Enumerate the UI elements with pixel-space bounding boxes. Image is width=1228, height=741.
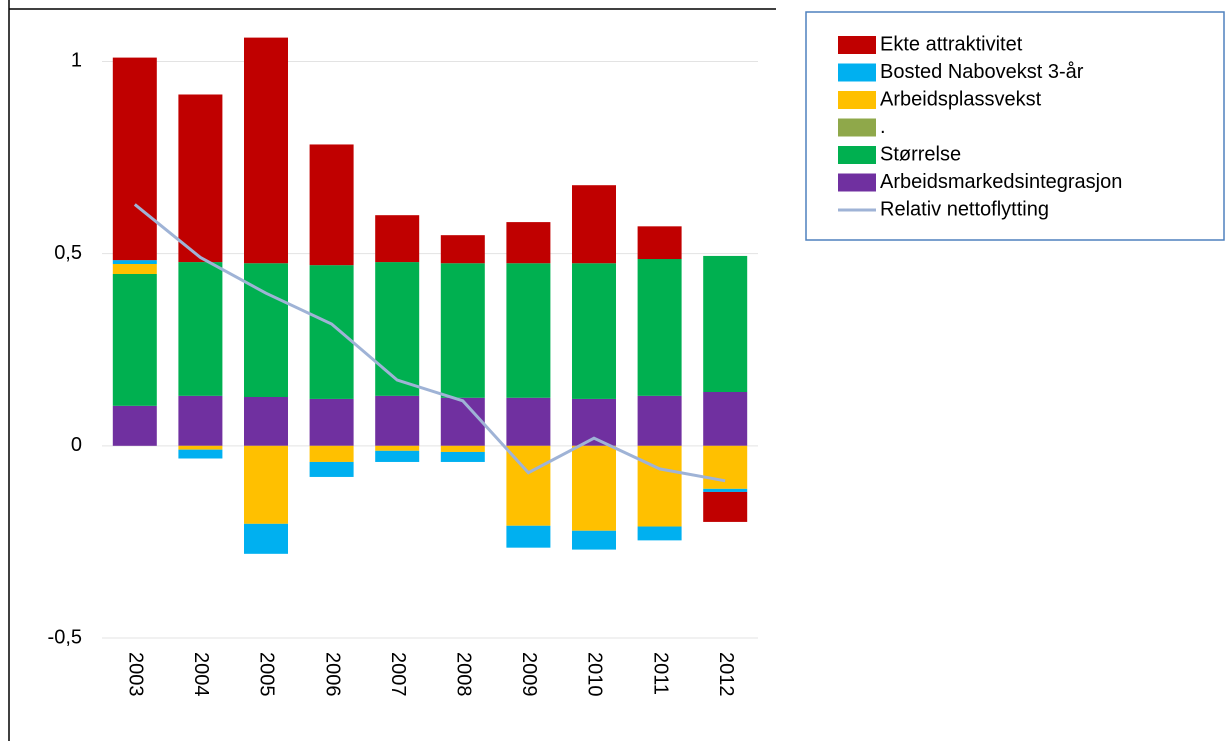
legend-swatch — [838, 36, 876, 54]
bar-segment — [703, 491, 748, 522]
x-tick-label: 2008 — [453, 652, 475, 697]
bar-segment — [309, 461, 354, 477]
bar-segment — [244, 523, 288, 554]
legend-label: Arbeidsplassvekst — [880, 88, 1042, 110]
bar-segment — [703, 255, 748, 392]
x-tick-label: 2011 — [649, 652, 671, 695]
x-tick-label: 2007 — [387, 652, 409, 697]
bar-segment — [309, 144, 354, 266]
bar-segment — [506, 222, 551, 264]
bar-segment — [440, 263, 485, 398]
bar-segment — [309, 265, 354, 399]
legend-label: Relativ nettoflytting — [880, 198, 1049, 220]
x-tick-label: 2010 — [584, 652, 606, 697]
bar-segment — [440, 445, 485, 452]
x-tick-label: 2005 — [256, 652, 278, 697]
bar-segment — [178, 262, 223, 396]
bar-segment — [572, 263, 616, 399]
bar-segment — [244, 396, 288, 446]
bar-segment — [375, 262, 420, 396]
x-tick-label: 2012 — [715, 652, 737, 697]
bar-segment — [440, 397, 485, 446]
y-tick-label: 0 — [71, 434, 82, 456]
bar-segment — [178, 445, 223, 450]
bar-segment — [112, 405, 157, 446]
bar-segment — [244, 37, 288, 264]
bar-segment — [112, 264, 157, 274]
bar-segment — [572, 445, 616, 531]
legend-swatch — [838, 91, 876, 109]
bar-segment — [440, 235, 485, 264]
line-series — [133, 203, 726, 483]
x-tick-label: 2004 — [190, 652, 212, 697]
bar-segment — [178, 395, 223, 446]
bar-segment — [112, 260, 157, 265]
bar-segment — [703, 392, 748, 446]
y-tick-label: 0,5 — [54, 242, 82, 264]
bar-segment — [506, 397, 551, 446]
bar-segment — [637, 526, 682, 541]
bar-segment — [637, 445, 682, 527]
bar-segment — [572, 530, 616, 550]
x-tick-label: 2003 — [125, 652, 147, 697]
bar-segment — [506, 525, 551, 548]
bar-segment — [637, 395, 682, 446]
y-tick-label: -0,5 — [48, 626, 82, 648]
bar-segment — [637, 259, 682, 396]
legend-label: Bosted Nabovekst 3-år — [880, 61, 1084, 83]
legend-label: Størrelse — [880, 143, 961, 165]
bar-segment — [309, 398, 354, 446]
legend-swatch — [838, 118, 876, 137]
bar-segment — [375, 395, 420, 446]
bar-segment — [375, 450, 420, 462]
legend-swatch — [838, 146, 876, 164]
bar-segment — [506, 445, 551, 526]
bar-segment — [572, 185, 616, 264]
bar-segment — [309, 445, 354, 462]
bar-segment — [637, 226, 682, 260]
bar-segment — [178, 94, 223, 263]
bar-segment — [112, 273, 157, 406]
x-tick-label: 2006 — [321, 652, 343, 697]
bar-segment — [244, 445, 288, 524]
y-tick-label: 1 — [71, 50, 82, 72]
bar-segment — [178, 449, 223, 459]
legend-label: Ekte attraktivitet — [880, 33, 1023, 55]
bar-segment — [375, 445, 420, 451]
bar-segment — [703, 488, 748, 492]
bar-segment — [440, 451, 485, 462]
legend-label: Arbeidsmarkedsintegrasjon — [880, 171, 1122, 193]
legend-swatch — [838, 63, 876, 82]
bar-segment — [375, 215, 420, 263]
bar-segment — [112, 57, 157, 261]
legend-swatch — [838, 173, 876, 192]
bar-segment — [506, 263, 551, 398]
bar-segment — [703, 445, 748, 489]
x-tick-label: 2009 — [518, 652, 540, 697]
legend-label: . — [880, 116, 886, 138]
